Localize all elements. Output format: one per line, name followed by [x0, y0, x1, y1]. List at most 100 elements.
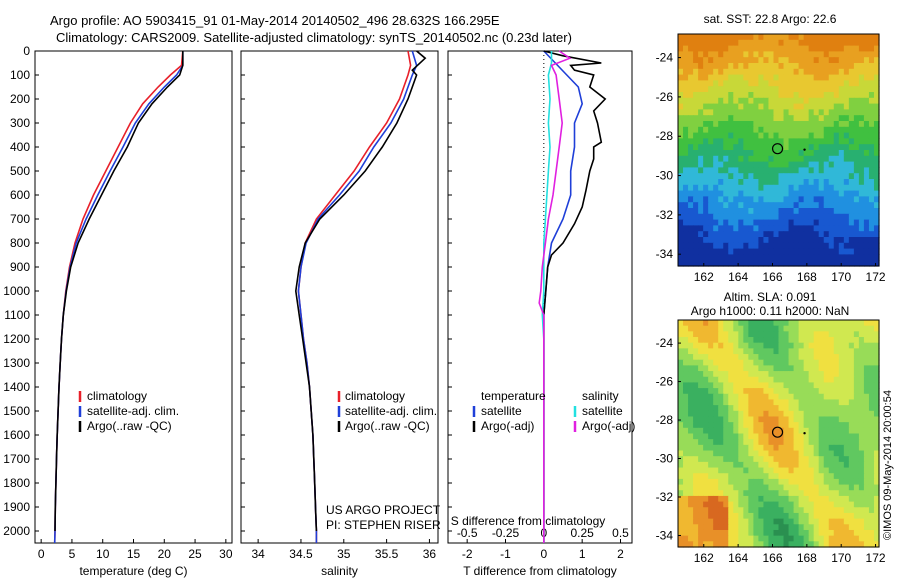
- sst-map: [678, 34, 880, 267]
- salinity-line-2: [294, 50, 427, 532]
- salinity-line-1: [297, 50, 418, 543]
- depth-tick-label: 100: [10, 68, 30, 82]
- sla-map-ytick-label: -30: [656, 452, 674, 466]
- sst-map-xtick-label: 166: [762, 270, 782, 284]
- sst-map-ytick-label: -34: [656, 247, 674, 261]
- salinity-legend-label: climatology: [345, 389, 405, 403]
- tdiff-legend-label: satellite: [481, 404, 522, 418]
- depth-tick-label: 1800: [3, 476, 30, 490]
- temperature-legend-label: climatology: [87, 389, 147, 403]
- sst-map-ytick-label: -28: [656, 129, 674, 143]
- tdiff-xtick-label: 1: [579, 547, 586, 561]
- temperature-xtick-label: 25: [188, 547, 202, 561]
- tdiff-legend-label: Argo(-adj): [481, 419, 534, 433]
- sdiff-xlabel: S difference from climatology: [451, 514, 606, 528]
- salinity-xtick-label: 35.5: [375, 547, 399, 561]
- temperature-line-2: [54, 51, 184, 532]
- depth-tick-label: 1400: [3, 380, 30, 394]
- sla-map-xtick-label: 170: [831, 551, 851, 565]
- sdiff-xtick-label: -0.25: [492, 526, 520, 540]
- temperature-line-0: [53, 50, 184, 544]
- sdiff-legend-label: satellite: [582, 404, 623, 418]
- depth-tick-label: 600: [10, 188, 30, 202]
- project-note: US ARGO PROJECT: [326, 503, 441, 517]
- temperature-xtick-label: 5: [69, 547, 76, 561]
- depth-tick-label: 700: [10, 212, 30, 226]
- sla-map-title: Altim. SLA: 0.091: [724, 290, 817, 304]
- sla-map-ytick-label: -28: [656, 413, 674, 427]
- sst-map-xtick-label: 162: [694, 270, 714, 284]
- salinity-xtick-label: 34.5: [289, 547, 313, 561]
- depth-tick-label: 1000: [3, 284, 30, 298]
- temperature-legend-label: Argo(..raw -QC): [87, 419, 172, 433]
- depth-tick-label: 0: [23, 44, 30, 58]
- sdiff-xtick-label: -0.5: [457, 526, 478, 540]
- depth-tick-label: 2000: [3, 524, 30, 538]
- sla-map-argo-marker: [771, 426, 784, 438]
- title-line-1: Argo profile: AO 5903415_91 01-May-2014 …: [50, 13, 500, 28]
- temperature-xtick-label: 0: [38, 547, 45, 561]
- temperature-line-1: [53, 51, 184, 544]
- sdiff-xtick-label: 0.25: [570, 526, 594, 540]
- sla-map-ytick-label: -26: [656, 375, 674, 389]
- sdiff-legend-title: salinity: [582, 389, 619, 403]
- pi-note: PI: STEPHEN RISER: [326, 518, 441, 532]
- depth-tick-label: 1100: [4, 308, 30, 322]
- sst-map-argo-marker: [771, 143, 784, 155]
- tdiff-xtick-label: -1: [500, 547, 511, 561]
- difference-line-0: [543, 50, 584, 543]
- sla-map-xtick-label: 162: [694, 551, 714, 565]
- sla-map-xtick-label: 166: [762, 551, 782, 565]
- sla-map-xtick-label: 172: [866, 551, 886, 565]
- depth-tick-label: 300: [10, 116, 30, 130]
- sst-map-ytick-label: -26: [656, 90, 674, 104]
- depth-tick-label: 500: [10, 164, 30, 178]
- tdiff-xtick-label: 0: [540, 547, 547, 561]
- temperature-xtick-label: 20: [158, 547, 172, 561]
- sst-map-title: sat. SST: 22.8 Argo: 22.6: [704, 12, 837, 26]
- salinity-axes: [240, 50, 439, 544]
- difference-line-1: [543, 50, 607, 543]
- depth-tick-label: 1200: [3, 332, 30, 346]
- temperature-xlabel: temperature (deg C): [79, 564, 187, 578]
- sst-map-float-dot: [803, 148, 806, 151]
- sst-map-ytick-label: -24: [656, 51, 674, 65]
- sdiff-xtick-label: 0.5: [612, 526, 629, 540]
- sla-map-frame: [677, 319, 880, 548]
- sla-map-xtick-label: 164: [728, 551, 748, 565]
- temperature-xtick-label: 30: [219, 547, 233, 561]
- depth-tick-label: 400: [10, 140, 30, 154]
- tdiff-xtick-label: -2: [462, 547, 473, 561]
- salinity-line-0: [297, 50, 412, 543]
- depth-tick-label: 200: [10, 92, 30, 106]
- tdiff-xtick-label: 2: [617, 547, 624, 561]
- tdiff-xlabel: T difference from climatology: [463, 564, 617, 578]
- sst-map-frame: [677, 33, 880, 267]
- sla-map-float-dot: [803, 431, 806, 435]
- temperature-xtick-label: 15: [127, 547, 141, 561]
- difference-axes: [447, 50, 633, 544]
- title-line-2: Climatology: CARS2009. Satellite-adjuste…: [56, 30, 572, 45]
- sdiff-legend-label: Argo(-adj): [582, 419, 635, 433]
- salinity-xtick-label: 35: [337, 547, 351, 561]
- sla-map-subtitle: Argo h1000: 0.11 h2000: NaN: [691, 304, 850, 318]
- temperature-legend-label: satellite-adj. clim.: [87, 404, 179, 418]
- salinity-xlabel: salinity: [321, 564, 358, 578]
- depth-tick-label: 800: [10, 236, 30, 250]
- sst-map-xtick-label: 164: [728, 270, 748, 284]
- depth-tick-label: 1300: [3, 356, 30, 370]
- sst-map-ytick-label: -30: [656, 169, 674, 183]
- sst-map-xtick-label: 170: [831, 270, 851, 284]
- salinity-xtick-label: 36: [423, 547, 437, 561]
- sla-map-xtick-label: 168: [797, 551, 817, 565]
- sla-map: [678, 320, 880, 548]
- salinity-xtick-label: 34: [251, 547, 265, 561]
- salinity-legend-label: satellite-adj. clim.: [345, 404, 437, 418]
- tdiff-legend-title: temperature: [481, 389, 546, 403]
- difference-line-3: [538, 50, 572, 543]
- depth-tick-label: 900: [10, 260, 30, 274]
- temperature-xtick-label: 10: [96, 547, 110, 561]
- depth-tick-label: 1900: [3, 500, 30, 514]
- depth-tick-label: 1500: [3, 404, 30, 418]
